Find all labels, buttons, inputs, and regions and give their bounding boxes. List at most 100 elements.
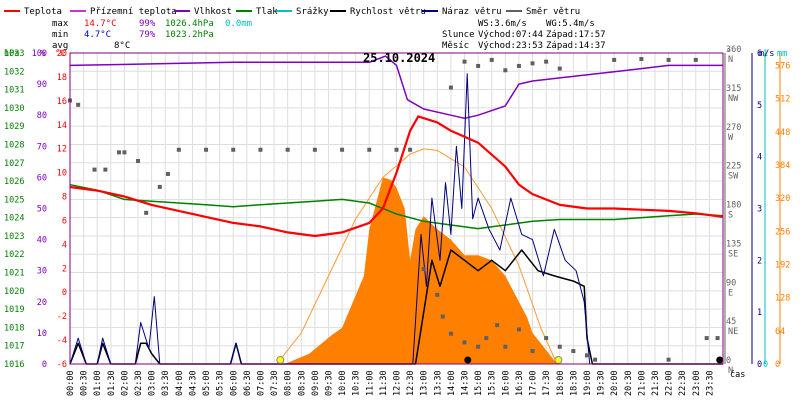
stats-min-hum: 79% (139, 30, 156, 40)
wind-gust-line (69, 73, 723, 365)
tick-label-dir-compass: S (728, 211, 733, 221)
sunset-marker (554, 356, 563, 364)
wind-direction-dot (144, 210, 149, 215)
tick-label-temp: 4 (62, 240, 67, 250)
wind-direction-dot (231, 147, 236, 152)
wind-direction-dot (440, 314, 445, 319)
wind-gust-info: WG:5.4m/s (546, 19, 595, 29)
legend-label-srazky: Srážky (296, 7, 329, 17)
temperature-line (69, 115, 724, 238)
wind-direction-dot (557, 344, 562, 349)
moonset-marker (464, 356, 472, 364)
tick-label-dir-compass: N (728, 55, 733, 65)
tick-label-pct: 60 (37, 173, 47, 183)
tick-label-solar: 448 (775, 128, 790, 138)
unit-hpa: hPa (4, 49, 19, 59)
tick-label-hpa: 1026 (4, 177, 24, 187)
wind-direction-dot (516, 327, 521, 332)
tick-label-time: 13:30 (433, 370, 443, 396)
tick-label-solar: 192 (775, 260, 790, 270)
tick-label-solar: 512 (775, 95, 790, 105)
wind-direction-dot (544, 336, 549, 341)
tick-label-time: 12:00 (393, 370, 403, 396)
wind-direction-dot (476, 63, 481, 68)
legend-label-naraz: Náraz větru (442, 7, 502, 17)
tick-label-time: 09:30 (324, 370, 334, 396)
moonset: Západ:14:37 (546, 41, 606, 51)
wind-direction-dot (715, 336, 720, 341)
stats-max-rain: 0.0mm (225, 19, 252, 29)
tick-label-ms: 3 (757, 205, 762, 215)
wind-direction-dot (76, 102, 81, 107)
wind-direction-dot (285, 147, 290, 152)
moon-label: Měsíc (442, 41, 469, 51)
tick-label-hpa: 1025 (4, 195, 24, 205)
wind-direction-dot (530, 61, 535, 66)
tick-label-solar: 320 (775, 194, 790, 204)
tick-label-mm: 0 (763, 360, 768, 370)
legend-label-prizemni-teplota: Přízemní teplota (90, 7, 177, 17)
tick-label-time: 00:30 (80, 370, 90, 396)
tick-label-time: 14:30 (461, 370, 471, 396)
tick-label-ms: 5 (757, 101, 762, 111)
wind-direction-dot (639, 57, 644, 62)
tick-label-hpa: 1033 (4, 49, 24, 59)
wind-direction-dot (503, 344, 508, 349)
wind-direction-dot (503, 68, 508, 73)
tick-label-time: 04:00 (175, 370, 185, 396)
tick-label-solar: 0 (775, 360, 780, 370)
tick-label-ms: 1 (757, 308, 762, 318)
tick-label-time: 08:00 (284, 370, 294, 396)
tick-label-pct: 80 (37, 111, 47, 121)
tick-label-hpa: 1021 (4, 269, 24, 279)
tick-label-dir-compass: W (728, 133, 734, 143)
tick-label-dir: 270 (726, 123, 741, 133)
tick-label-ms: 4 (757, 153, 762, 163)
tick-label-pct: 90 (37, 80, 47, 90)
tick-label-time: 16:00 (501, 370, 511, 396)
tick-label-time: 18:00 (556, 370, 566, 396)
tick-label-solar: 128 (775, 294, 790, 304)
tick-label-dir-compass: N (728, 366, 733, 376)
tick-label-time: 17:00 (529, 370, 539, 396)
tick-label-dir: 180 (726, 201, 741, 211)
tick-label-pct: 70 (37, 142, 47, 152)
wind-direction-dot (476, 344, 481, 349)
time-axis-label: čas (730, 369, 745, 380)
tick-label-dir: 360 (726, 45, 741, 55)
tick-label-solar: 256 (775, 227, 790, 237)
tick-label-temp: 2 (62, 264, 67, 274)
wind-direction-dot (204, 147, 209, 152)
tick-label-ms: 0 (757, 360, 762, 370)
wind-direction-dot (693, 57, 698, 62)
tick-label-time: 11:30 (379, 370, 389, 396)
tick-label-temp: 12 (57, 145, 67, 155)
axes: 1016101710181019102010211022102310241025… (4, 45, 790, 396)
tick-label-dir: 0 (726, 356, 731, 366)
tick-label-hpa: 1018 (4, 323, 24, 333)
tick-label-hpa: 1027 (4, 159, 24, 169)
tick-label-hpa: 1020 (4, 287, 24, 297)
tick-label-pct: 0 (42, 360, 47, 370)
wind-direction-dot (103, 167, 108, 172)
tick-label-solar: 384 (775, 161, 790, 171)
tick-label-time: 06:00 (229, 370, 239, 396)
tick-label-temp: 20 (57, 49, 67, 59)
tick-label-dir: 315 (726, 84, 741, 94)
wind-speed-info: WS:3.6m/s (478, 19, 527, 29)
stats-min-temp: 4.7°C (84, 30, 111, 40)
wind-direction-dot (557, 66, 562, 71)
tick-label-dir: 225 (726, 162, 741, 172)
wind-direction-dot (367, 147, 372, 152)
legend-item-srazky: Srážky (276, 7, 329, 17)
tick-label-time: 05:30 (216, 370, 226, 396)
tick-label-temp: 18 (57, 73, 67, 83)
tick-label-dir: 45 (726, 317, 736, 327)
unit-pct: % (40, 49, 45, 59)
tick-label-ms: 6 (757, 49, 762, 59)
tick-label-time: 22:30 (678, 370, 688, 396)
tick-label-dir-compass: E (728, 288, 733, 298)
tick-label-time: 14:00 (447, 370, 457, 396)
tick-label-time: 17:30 (542, 370, 552, 396)
tick-label-pct: 40 (37, 236, 47, 246)
